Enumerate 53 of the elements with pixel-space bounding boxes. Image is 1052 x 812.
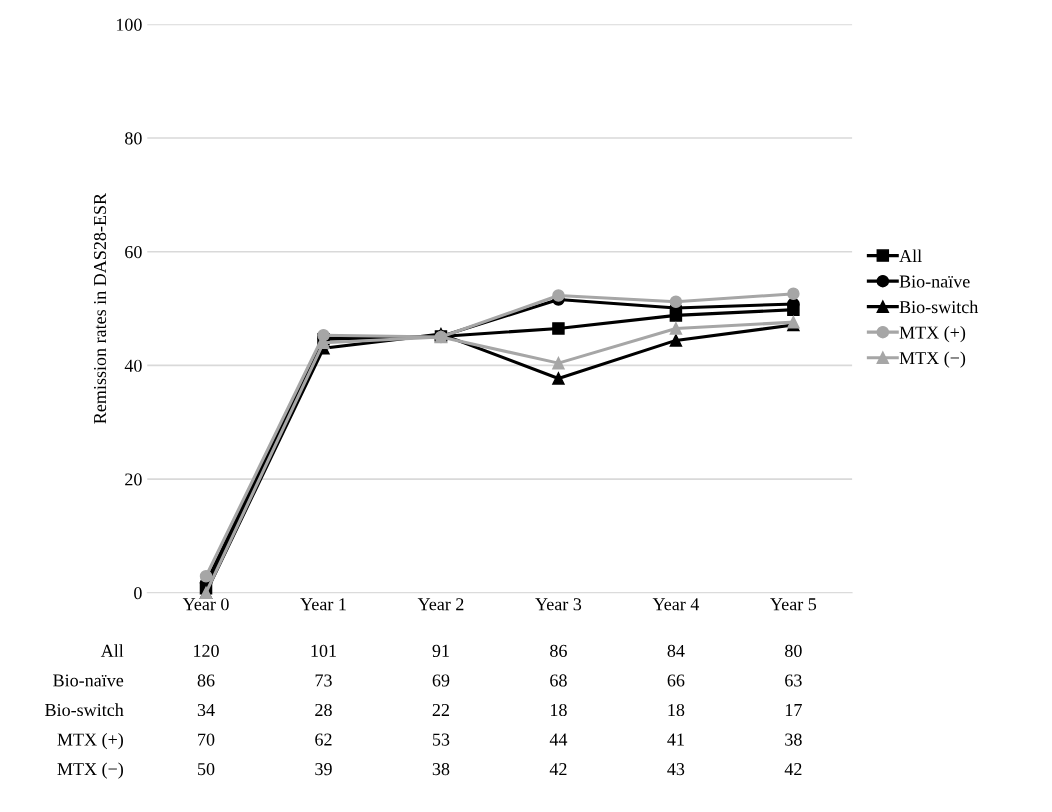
- text: 43: [667, 763, 685, 776]
- x-tick-label: Year 0: [182, 598, 229, 611]
- text: 38: [785, 733, 802, 746]
- legend-label: Bio-switch: [899, 300, 979, 314]
- legend-label: MTX (+): [899, 325, 966, 343]
- text: Bio-switch: [45, 703, 124, 717]
- legend-label: Bio-naïve: [899, 275, 970, 288]
- y-tick-label: 100: [116, 18, 142, 31]
- text: 42: [549, 763, 567, 776]
- text: 53: [432, 733, 450, 746]
- y-axis-title: Remission rates in DAS28-ESR: [93, 192, 107, 424]
- text: Bio-naïve: [53, 674, 124, 687]
- y-tick-label: 60: [125, 245, 142, 259]
- text: 44: [549, 733, 568, 746]
- text: 91: [432, 644, 449, 657]
- text: 17: [785, 703, 802, 716]
- text: 39: [315, 763, 332, 776]
- text: 66: [667, 674, 685, 687]
- text: 120: [194, 644, 219, 657]
- text: MTX (+): [57, 732, 123, 750]
- text: 38: [432, 763, 450, 776]
- text: 42: [784, 763, 802, 776]
- text: 70: [198, 733, 215, 746]
- legend-label: All: [899, 249, 922, 262]
- text: 86: [550, 644, 567, 657]
- text: 73: [315, 674, 332, 687]
- text: 68: [550, 674, 567, 687]
- y-tick-label: 40: [124, 359, 142, 372]
- text: 84: [667, 644, 685, 657]
- text: 34: [197, 703, 215, 717]
- y-tick-label: 80: [125, 132, 142, 145]
- text: MTX (−): [57, 762, 123, 779]
- text: 50: [198, 763, 215, 776]
- text: 80: [785, 644, 802, 657]
- text: 41: [667, 733, 684, 746]
- x-tick-label: Year 5: [770, 598, 817, 611]
- text: 69: [432, 674, 450, 687]
- text: 86: [197, 674, 215, 687]
- x-tick-label: Year 2: [417, 598, 464, 611]
- text: All: [100, 644, 124, 657]
- legend-label: MTX (−): [899, 351, 966, 368]
- text: 63: [785, 674, 802, 687]
- text: 22: [432, 703, 449, 716]
- x-tick-label: Year 4: [652, 598, 700, 611]
- text: 62: [315, 733, 332, 746]
- text: 28: [315, 703, 332, 717]
- y-tick-label: 20: [125, 473, 142, 486]
- text: 18: [551, 703, 567, 717]
- text: 18: [668, 703, 685, 717]
- x-tick-label: Year 3: [535, 598, 582, 611]
- x-tick-label: Year 1: [300, 598, 346, 611]
- y-tick-label: 0: [134, 587, 142, 600]
- text: 101: [311, 644, 336, 657]
